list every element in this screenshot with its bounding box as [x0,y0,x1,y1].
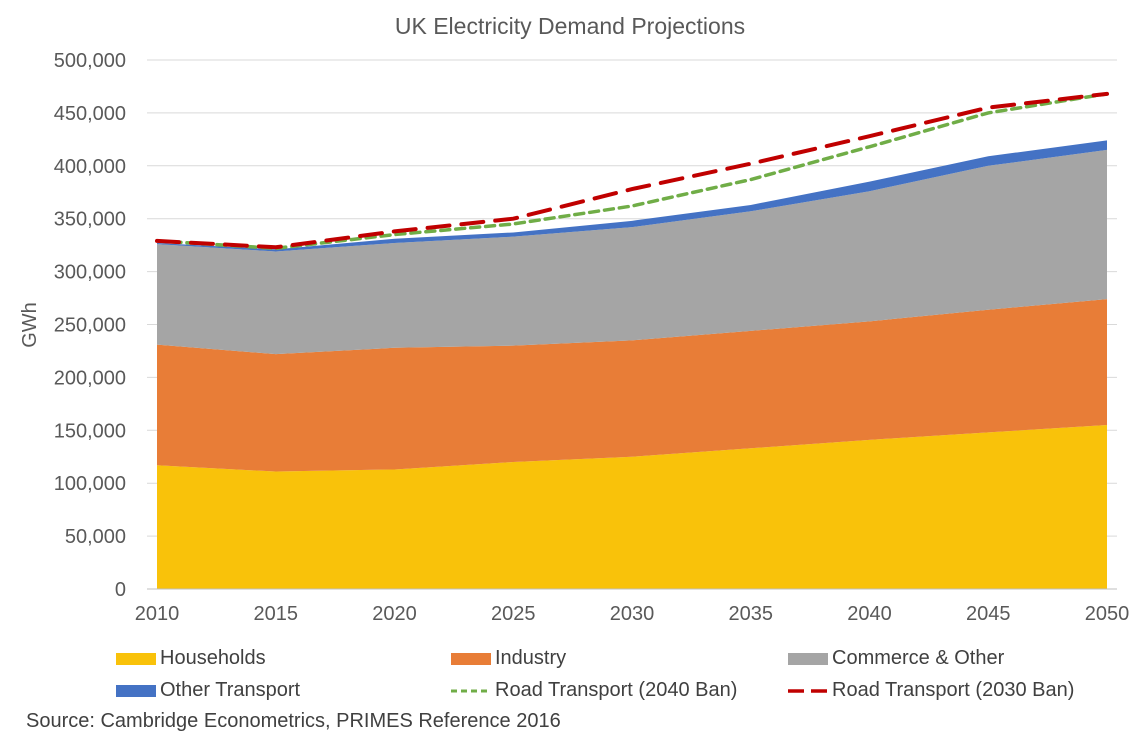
legend-label: Other Transport [160,679,301,701]
legend-road-2040: Road Transport (2040 Ban) [451,679,737,702]
legend-label: Commerce & Other [832,647,1005,669]
legend-swatch [116,652,156,665]
legend-swatch [788,688,828,693]
legend-swatch [451,689,491,692]
y-tick-label: 400,000 [54,156,126,178]
legend-label: Road Transport (2030 Ban) [832,679,1075,701]
y-axis-label: GWh [19,302,41,348]
x-tick-label: 2035 [729,603,774,625]
legend-road-2030: Road Transport (2030 Ban) [788,679,1074,702]
legend-swatch [451,652,491,665]
line-road-transport-2030-ban- [155,91,1109,250]
legend-swatch [116,684,156,697]
y-tick-label: 350,000 [54,209,126,231]
y-tick-label: 200,000 [54,367,126,389]
area-commerce-other [157,149,1107,355]
area-households [157,425,1107,589]
y-tick-label: 150,000 [54,420,126,442]
y-tick-label: 50,000 [65,526,126,548]
chart-title: UK Electricity Demand Projections [395,13,745,39]
x-tick-label: 2040 [847,603,892,625]
legend-households: Households [116,647,266,670]
y-tick-label: 300,000 [54,262,126,284]
x-tick-label: 2025 [491,603,536,625]
y-tick-label: 450,000 [54,103,126,125]
legend-industry: Industry [451,647,566,670]
legend-label: Road Transport (2040 Ban) [495,679,738,701]
x-tick-label: 2030 [610,603,655,625]
x-tick-label: 2015 [254,603,299,625]
y-tick-label: 0 [115,579,126,601]
y-tick-label: 100,000 [54,473,126,495]
x-tick-label: 2010 [135,603,180,625]
legend-label: Households [160,647,266,669]
area-industry [157,299,1107,472]
x-tick-label: 2050 [1085,603,1130,625]
x-tick-label: 2045 [966,603,1011,625]
legend-swatch [788,652,828,665]
x-tick-label: 2020 [372,603,417,625]
y-tick-label: 500,000 [54,50,126,72]
legend-commerce: Commerce & Other [788,647,1004,670]
legend-other-transport: Other Transport [116,679,300,702]
y-tick-label: 250,000 [54,315,126,337]
legend-label: Industry [495,647,567,669]
source-note: Source: Cambridge Econometrics, PRIMES R… [26,710,561,732]
